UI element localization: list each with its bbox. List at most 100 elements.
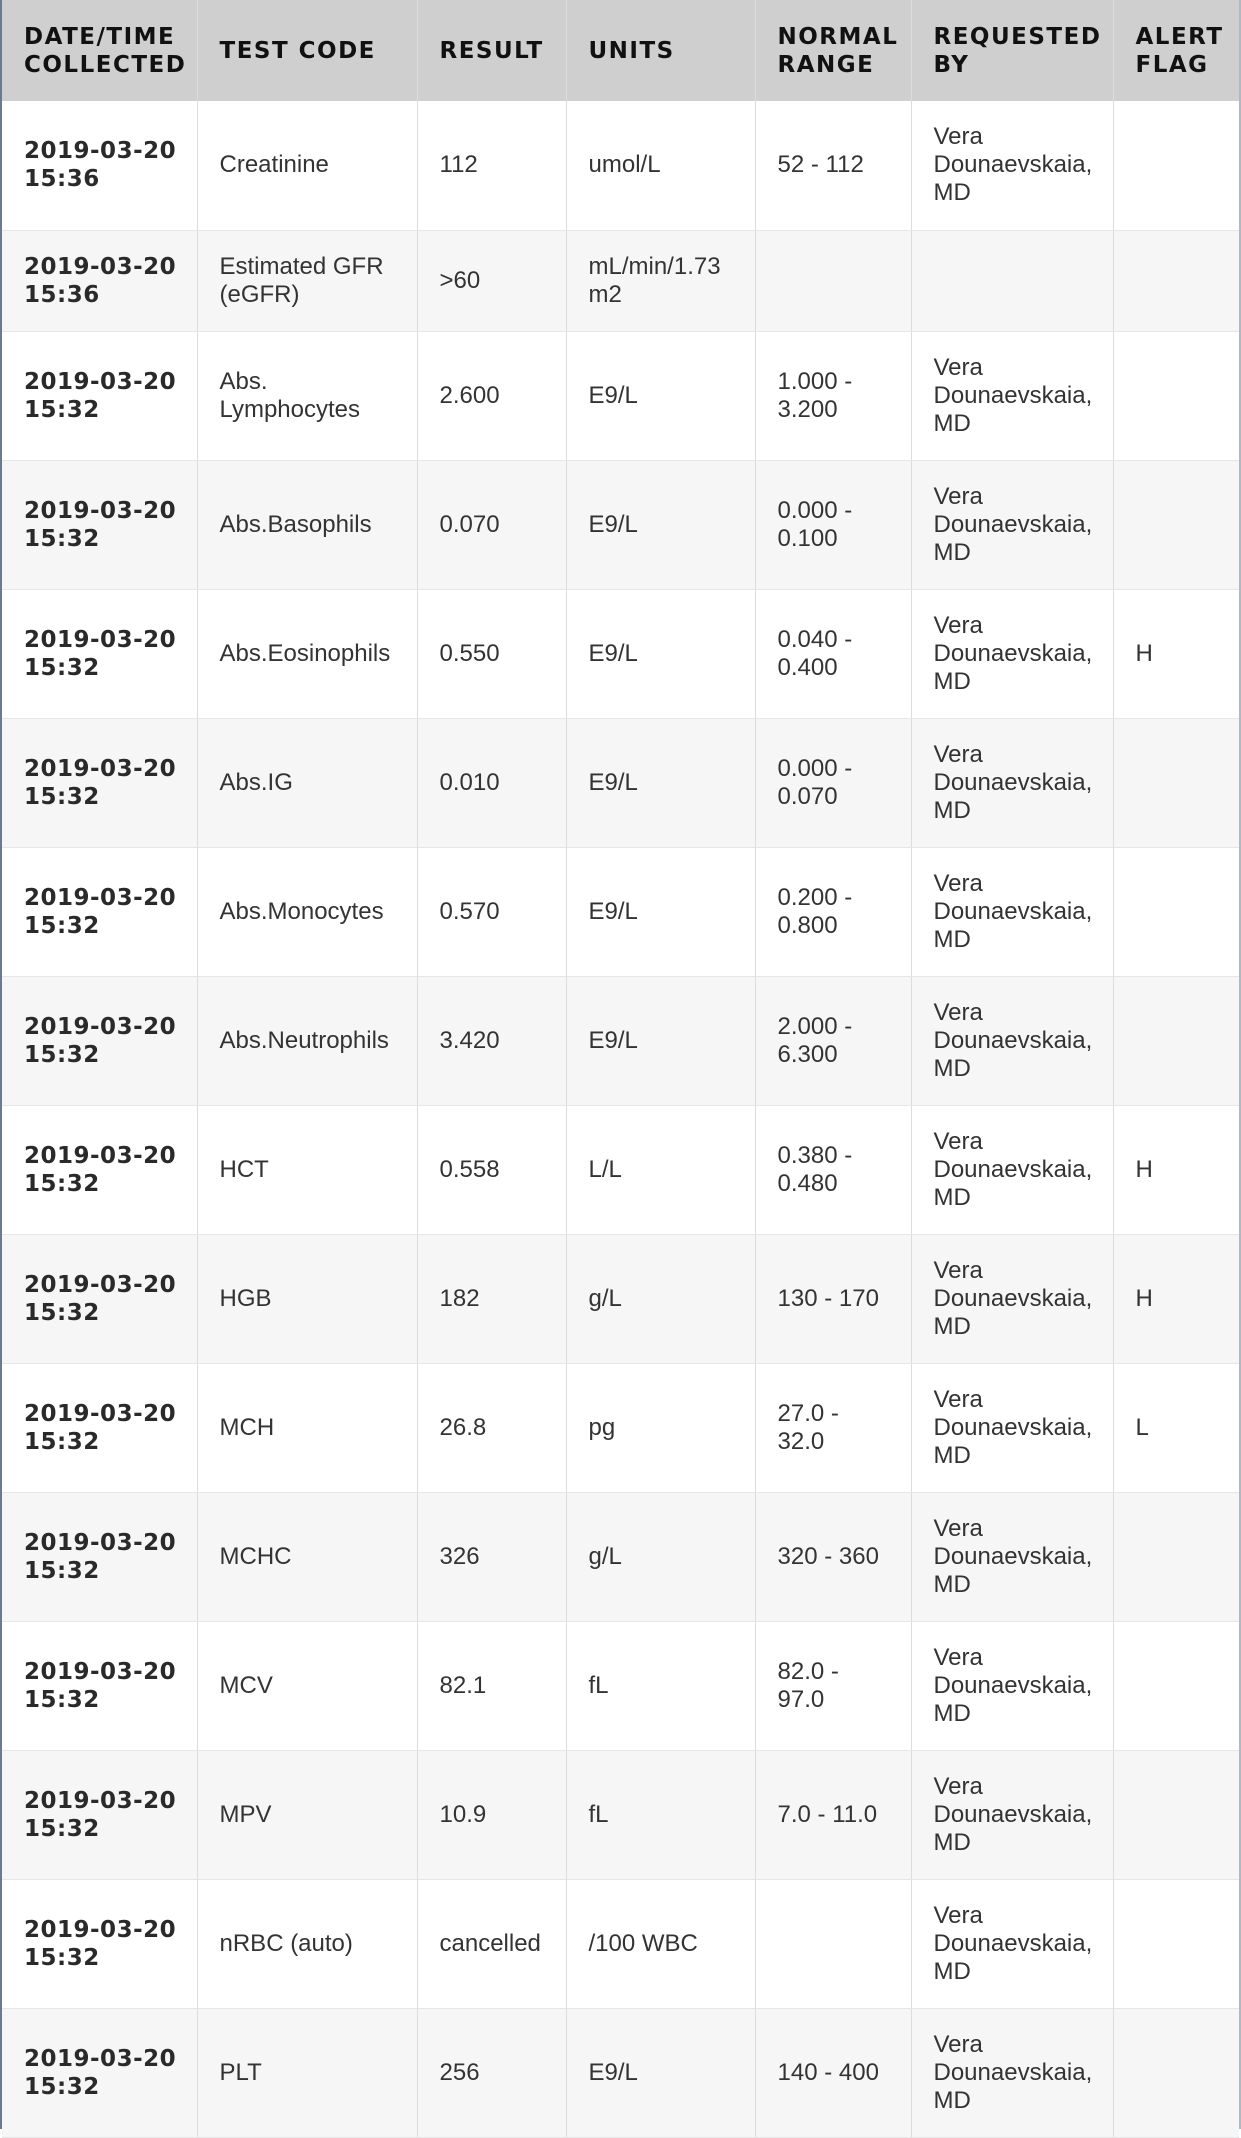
- normal-range-cell-line: 97.0: [777, 1685, 825, 1713]
- units-cell-line: E9/L: [588, 1026, 638, 1054]
- requested-by-cell-line: Vera: [933, 998, 983, 1026]
- header-units[interactable]: UNITS: [566, 0, 756, 101]
- test-code-cell: MPV: [197, 1750, 418, 1880]
- requested-by-cell-line: Dounaevskaia,: [933, 381, 1093, 409]
- header-date-collected[interactable]: DATE/TIME COLLECTED: [2, 0, 198, 101]
- normal-range-cell: 0.040 -0.400: [755, 589, 912, 719]
- requested-by-cell-line: Dounaevskaia,: [933, 639, 1093, 667]
- units-cell-line: pg: [588, 1413, 616, 1441]
- requested-by-cell-line: Dounaevskaia,: [933, 151, 1093, 179]
- normal-range-cell-line: 32.0: [777, 1427, 825, 1455]
- test-code-cell: MCV: [197, 1621, 418, 1751]
- header-requested-by[interactable]: REQUESTED BY: [911, 0, 1114, 101]
- test-code-cell: Abs.Monocytes: [197, 847, 418, 977]
- table-row[interactable]: 2019-03-20 15:32 Abs. Lymphocytes 2.600 E9/L 1…: [2, 331, 1239, 461]
- header-label-line: COLLECTED: [24, 51, 187, 78]
- table-row[interactable]: 2019-03-20 15:32 Abs.Basophils 0.070 E9/L 0.0…: [2, 460, 1239, 590]
- date-collected-cell-line: 2019-03-20: [24, 884, 177, 911]
- requested-by-cell-line: Vera: [933, 2030, 983, 2058]
- normal-range-cell-line: 0.200 -: [777, 883, 853, 911]
- table-row[interactable]: 2019-03-20 15:32 MCH 26.8 pg 27.0 -32.0 Vera Do…: [2, 1363, 1239, 1493]
- requested-by-cell-line: Dounaevskaia,: [933, 1671, 1093, 1699]
- date-collected-cell-line: 15:32: [24, 783, 100, 810]
- test-code-cell-line: PLT: [219, 2058, 262, 2086]
- units-cell-line: fL: [588, 1800, 609, 1828]
- normal-range-cell-line: 7.0 - 11.0: [777, 1800, 878, 1828]
- result-cell: 0.550: [417, 589, 567, 719]
- test-code-cell-line: HCT: [219, 1155, 269, 1183]
- normal-range-cell: 1.000 -3.200: [755, 331, 912, 461]
- date-collected-cell: 2019-03-20 15:32: [2, 331, 198, 461]
- requested-by-cell-line: MD: [933, 1957, 971, 1985]
- table-body: 2019-03-20 15:36 Creatinine 112 umol/L 52 - 1…: [2, 101, 1239, 2138]
- date-collected-cell: 2019-03-20 15:32: [2, 1492, 198, 1622]
- table-row[interactable]: 2019-03-20 15:32 Abs.Neutrophils 3.420 E9/L 2…: [2, 976, 1239, 1106]
- test-code-cell-line: HGB: [219, 1284, 272, 1312]
- date-collected-cell-line: 2019-03-20: [24, 1400, 177, 1427]
- table-row[interactable]: 2019-03-20 15:32 HCT 0.558 L/L 0.380 -0.480 Ve…: [2, 1105, 1239, 1235]
- normal-range-cell: 130 - 170: [755, 1234, 912, 1364]
- table-row[interactable]: 2019-03-20 15:32 MPV 10.9 fL 7.0 - 11.0 Vera Do…: [2, 1750, 1239, 1880]
- date-collected-cell-line: 2019-03-20: [24, 368, 177, 395]
- test-code-cell-line: Lymphocytes: [219, 395, 361, 423]
- header-label-line: RANGE: [777, 51, 875, 78]
- left-border: [0, 0, 2, 2129]
- table-row[interactable]: 2019-03-20 15:32 Abs.Eosinophils 0.550 E9/L 0…: [2, 589, 1239, 719]
- units-cell: pg: [566, 1363, 756, 1493]
- header-test-code[interactable]: TEST CODE: [197, 0, 418, 101]
- date-collected-cell-line: 2019-03-20: [24, 1916, 177, 1943]
- alert-flag-cell: [1113, 718, 1239, 848]
- alert-flag-cell: [1113, 230, 1239, 332]
- requested-by-cell-line: MD: [933, 1183, 971, 1211]
- date-collected-cell-line: 2019-03-20: [24, 1013, 177, 1040]
- table-row[interactable]: 2019-03-20 15:32 PLT 256 E9/L 140 - 400 Vera Do…: [2, 2008, 1239, 2138]
- header-result[interactable]: RESULT: [417, 0, 567, 101]
- alert-flag-cell: [1113, 331, 1239, 461]
- result-cell: 82.1: [417, 1621, 567, 1751]
- normal-range-cell-line: 0.040 -: [777, 625, 853, 653]
- normal-range-cell-line: 82.0 -: [777, 1657, 839, 1685]
- requested-by-cell-line: MD: [933, 179, 971, 207]
- date-collected-cell: 2019-03-20 15:32: [2, 847, 198, 977]
- units-cell: E9/L: [566, 976, 756, 1106]
- requested-by-cell: Vera Dounaevskaia, MD: [911, 460, 1114, 590]
- units-cell: fL: [566, 1750, 756, 1880]
- units-cell-line: E9/L: [588, 381, 638, 409]
- table-row[interactable]: 2019-03-20 15:32 MCHC 326 g/L 320 - 360 Vera Do…: [2, 1492, 1239, 1622]
- alert-flag-cell: [1113, 847, 1239, 977]
- requested-by-cell-line: Vera: [933, 1385, 983, 1413]
- normal-range-cell-line: 130 - 170: [777, 1284, 879, 1312]
- date-collected-cell: 2019-03-20 15:32: [2, 2008, 198, 2138]
- date-collected-cell-line: 15:32: [24, 654, 100, 681]
- requested-by-cell-line: Dounaevskaia,: [933, 897, 1093, 925]
- table-row[interactable]: 2019-03-20 15:32 Abs.IG 0.010 E9/L 0.000 -0.0…: [2, 718, 1239, 848]
- date-collected-cell: 2019-03-20 15:36: [2, 101, 198, 231]
- units-cell: E9/L: [566, 2008, 756, 2138]
- result-cell: 256: [417, 2008, 567, 2138]
- table-row[interactable]: 2019-03-20 15:32 nRBC (auto) cancelled/100 …: [2, 1879, 1239, 2009]
- test-code-cell-line: Abs.Basophils: [219, 510, 372, 538]
- requested-by-cell: Vera Dounaevskaia, MD: [911, 331, 1114, 461]
- table-row[interactable]: 2019-03-20 15:32 Abs.Monocytes 0.570 E9/L 0.2…: [2, 847, 1239, 977]
- units-cell: E9/L: [566, 847, 756, 977]
- alert-flag-cell: [1113, 976, 1239, 1106]
- date-collected-cell: 2019-03-20 15:32: [2, 976, 198, 1106]
- requested-by-cell: Vera Dounaevskaia, MD: [911, 1105, 1114, 1235]
- test-code-cell: Abs.Eosinophils: [197, 589, 418, 719]
- test-code-cell-line: MPV: [219, 1800, 272, 1828]
- header-normal-range[interactable]: NORMAL RANGE: [755, 0, 912, 101]
- table-row[interactable]: 2019-03-20 15:36 Estimated GFR (eGFR) >60 mL/…: [2, 230, 1239, 332]
- date-collected-cell-line: 15:32: [24, 1686, 100, 1713]
- test-code-cell-line: Abs.Monocytes: [219, 897, 384, 925]
- test-code-cell-line: Creatinine: [219, 151, 329, 179]
- date-collected-cell-line: 15:36: [24, 166, 100, 193]
- header-alert-flag[interactable]: ALERT FLAG: [1113, 0, 1239, 101]
- normal-range-cell: [755, 230, 912, 332]
- units-cell-line: E9/L: [588, 897, 638, 925]
- requested-by-cell-line: MD: [933, 1828, 971, 1856]
- table-row[interactable]: 2019-03-20 15:32 HGB 182 g/L 130 - 170 Vera Dou…: [2, 1234, 1239, 1364]
- result-cell: 0.558: [417, 1105, 567, 1235]
- table-row[interactable]: 2019-03-20 15:32 MCV 82.1 fL 82.0 -97.0 Vera Do…: [2, 1621, 1239, 1751]
- table-row[interactable]: 2019-03-20 15:36 Creatinine 112 umol/L 52 - 1…: [2, 101, 1239, 231]
- normal-range-cell-line: 140 - 400: [777, 2058, 879, 2086]
